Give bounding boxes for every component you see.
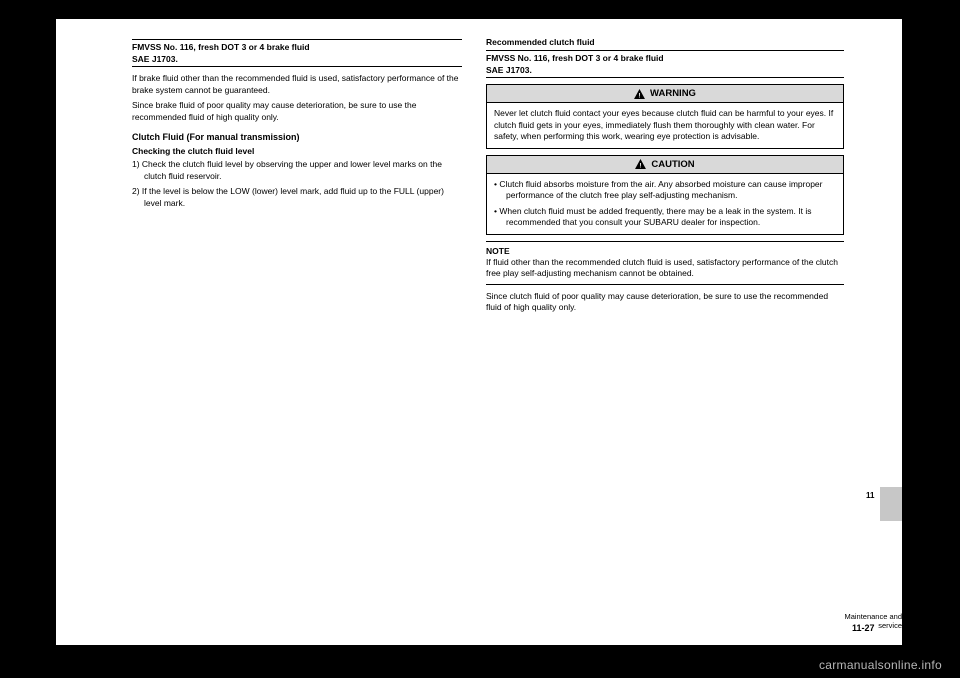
note-box: NOTE If fluid other than the recommended… — [486, 241, 844, 285]
clutch-check-step2: 2) If the level is below the LOW (lower)… — [144, 186, 462, 209]
final-para: Since clutch fluid of poor quality may c… — [486, 291, 844, 314]
spec-line-2: SAE J1703. — [132, 54, 462, 65]
rec-spec-line-2: SAE J1703. — [486, 65, 844, 76]
svg-text:!: ! — [638, 92, 640, 98]
caution-icon: ! — [635, 159, 646, 169]
right-column: Recommended clutch fluid FMVSS No. 116, … — [486, 37, 844, 319]
warning-body: Never let clutch fluid contact your eyes… — [487, 103, 843, 147]
chapter-tab — [880, 487, 902, 521]
rec-spec-divider: FMVSS No. 116, fresh DOT 3 or 4 brake fl… — [486, 50, 844, 78]
left-column: FMVSS No. 116, fresh DOT 3 or 4 brake fl… — [132, 37, 462, 213]
clutch-check-step1: 1) Check the clutch fluid level by obser… — [144, 159, 462, 182]
clutch-check-heading: Checking the clutch fluid level — [132, 146, 462, 156]
caution-item-1: • Clutch fluid absorbs moisture from the… — [506, 179, 836, 202]
chapter-tab-number: 11 — [866, 491, 874, 500]
caution-box: ! CAUTION • Clutch fluid absorbs moistur… — [486, 155, 844, 235]
para-2: Since brake fluid of poor quality may ca… — [132, 100, 462, 123]
svg-text:!: ! — [640, 163, 642, 169]
spec-line-1: FMVSS No. 116, fresh DOT 3 or 4 brake fl… — [132, 42, 462, 53]
para-1: If brake fluid other than the recommende… — [132, 73, 462, 96]
watermark: carmanualsonline.info — [819, 658, 942, 672]
manual-page: FMVSS No. 116, fresh DOT 3 or 4 brake fl… — [56, 19, 902, 645]
clutch-fluid-heading: Clutch Fluid (For manual transmission) — [132, 132, 462, 142]
caution-item-2: • When clutch fluid must be added freque… — [506, 206, 836, 229]
recommended-fluid-heading: Recommended clutch fluid — [486, 37, 844, 47]
rec-spec-line-1: FMVSS No. 116, fresh DOT 3 or 4 brake fl… — [486, 53, 844, 64]
caution-body: • Clutch fluid absorbs moisture from the… — [487, 174, 843, 234]
caution-header: ! CAUTION — [487, 156, 843, 174]
warning-label: WARNING — [650, 88, 696, 99]
spec-divider: FMVSS No. 116, fresh DOT 3 or 4 brake fl… — [132, 39, 462, 67]
page-number: 11-27 — [852, 623, 875, 633]
caution-label: CAUTION — [651, 159, 694, 170]
warning-header: ! WARNING — [487, 85, 843, 103]
note-label: NOTE — [486, 246, 510, 256]
note-body: If fluid other than the recommended clut… — [486, 257, 844, 280]
warning-box: ! WARNING Never let clutch fluid contact… — [486, 84, 844, 148]
warning-icon: ! — [634, 89, 645, 99]
